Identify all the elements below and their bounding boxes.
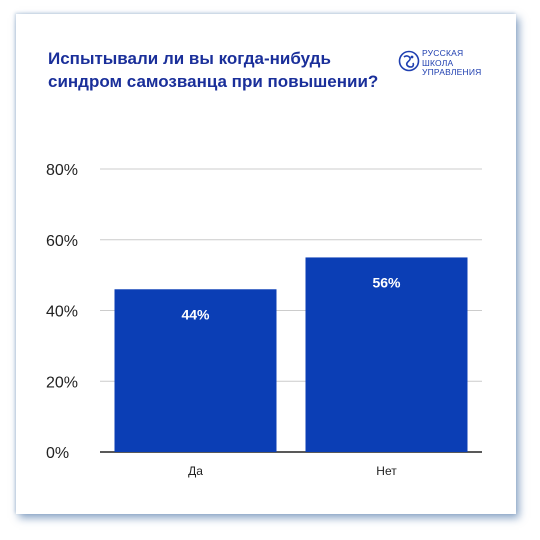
chart-title-line1: Испытывали ли вы когда-нибудь — [48, 49, 331, 68]
y-tick-label: 40% — [46, 304, 78, 321]
y-tick-label: 60% — [46, 233, 78, 250]
bar-data-label: 56% — [372, 274, 401, 290]
brand-name-line3: УПРАВЛЕНИЯ — [422, 67, 482, 77]
y-tick-label: 80% — [46, 162, 78, 179]
x-tick-label: Нет — [376, 464, 397, 478]
brand-name-line1: РУССКАЯ — [422, 48, 464, 58]
y-tick-label: 20% — [46, 374, 78, 391]
brand-name: РУССКАЯ ШКОЛА УПРАВЛЕНИЯ — [422, 48, 482, 78]
bar — [114, 289, 277, 452]
x-tick-label: Да — [188, 464, 203, 478]
brand-name-line2: ШКОЛА — [422, 57, 454, 68]
globe-logo-icon — [398, 50, 420, 72]
bar-data-label: 44% — [181, 306, 210, 322]
brand-logo: РУССКАЯ ШКОЛА УПРАВЛЕНИЯ — [398, 48, 508, 82]
chart-title: Испытывали ли вы когда-нибудь синдром са… — [48, 47, 388, 93]
y-tick-label: 0% — [46, 445, 69, 462]
chart-title-line2: синдром самозванца при повышении? — [48, 72, 379, 91]
bar — [305, 257, 468, 452]
